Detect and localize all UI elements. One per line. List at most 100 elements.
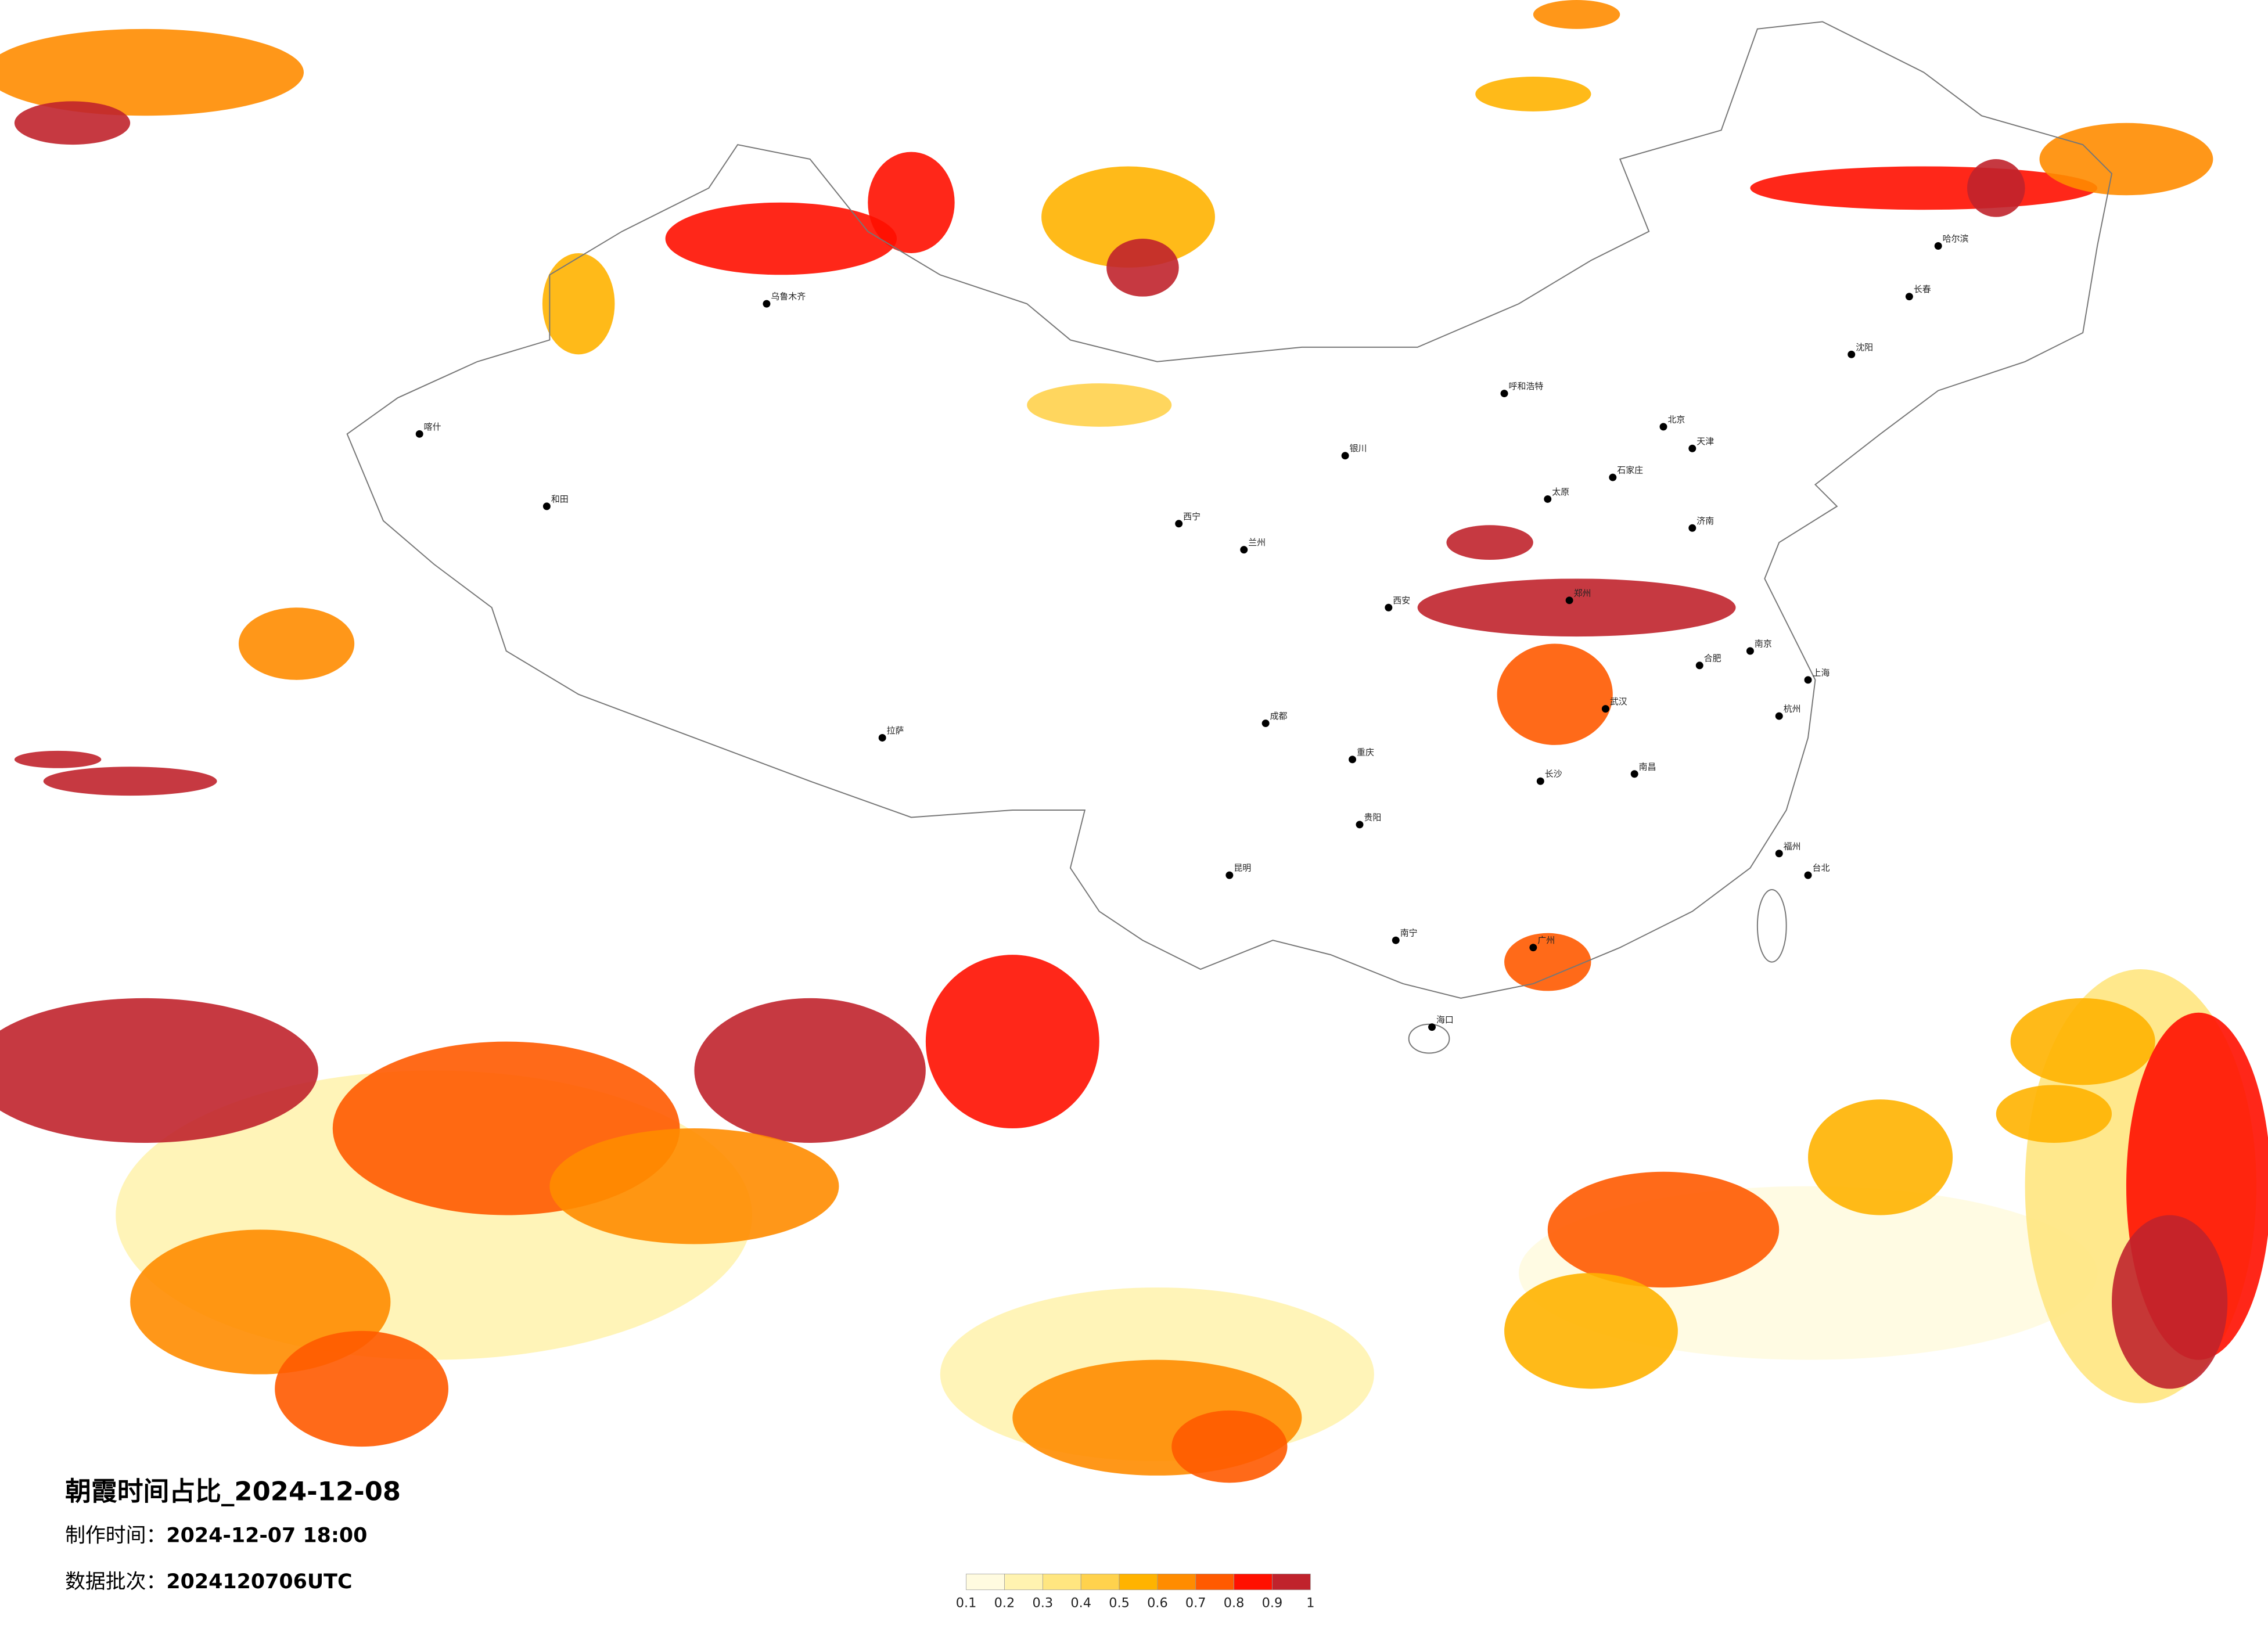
city-dot bbox=[1385, 603, 1393, 611]
colorbar-tick-label: 0.8 bbox=[1224, 1596, 1245, 1611]
city-label: 广州 bbox=[1537, 935, 1555, 945]
heat-patch bbox=[2010, 998, 2155, 1085]
city-label: 天津 bbox=[1696, 436, 1714, 447]
heat-patch bbox=[2112, 1215, 2228, 1389]
colorbar-tick-label: 0.9 bbox=[1262, 1596, 1283, 1611]
city-label: 拉萨 bbox=[887, 725, 904, 736]
city-label: 重庆 bbox=[1357, 747, 1374, 757]
heat-patch bbox=[2039, 123, 2213, 196]
heat-patch bbox=[43, 767, 217, 796]
heat-patch bbox=[1497, 643, 1613, 745]
heat-patch bbox=[1475, 77, 1591, 111]
city-label: 合肥 bbox=[1704, 653, 1721, 663]
heat-patch bbox=[0, 998, 318, 1143]
city-label: 石家庄 bbox=[1617, 465, 1643, 476]
city-dot bbox=[1356, 821, 1364, 829]
city-label: 杭州 bbox=[1784, 704, 1801, 714]
city-label: 沈阳 bbox=[1856, 342, 1873, 352]
heat-patch bbox=[1996, 1085, 2112, 1143]
batch: 数据批次：2024120706UTC bbox=[65, 1570, 352, 1593]
city-dot bbox=[1746, 647, 1754, 655]
city-label: 贵阳 bbox=[1364, 812, 1381, 822]
city-label: 福州 bbox=[1784, 841, 1801, 851]
city-label: 长沙 bbox=[1545, 769, 1562, 779]
city-dot bbox=[1848, 350, 1856, 358]
city-dot bbox=[1392, 936, 1400, 944]
colorbar-tick-label: 0.1 bbox=[956, 1596, 977, 1611]
heat-patch bbox=[694, 998, 926, 1143]
colorbar: 0.1 0.2 0.3 0.4 0.5 0.6 0.7 0.8 0.9 1 bbox=[956, 1573, 1314, 1611]
heat-patch bbox=[1417, 578, 1736, 637]
batch-label: 数据批次： bbox=[65, 1570, 166, 1593]
colorbar-tick-label: 0.3 bbox=[1033, 1596, 1054, 1611]
city-label: 台北 bbox=[1813, 863, 1830, 873]
heat-patch bbox=[1967, 159, 2025, 217]
city-label: 武汉 bbox=[1610, 696, 1627, 707]
city-label: 上海 bbox=[1813, 667, 1830, 678]
city-dot bbox=[1565, 596, 1573, 605]
batch-value: 2024120706UTC bbox=[166, 1570, 352, 1593]
made-time-value: 2024-12-07 18:00 bbox=[166, 1524, 367, 1548]
city-dot bbox=[1225, 871, 1234, 879]
city-dot bbox=[1536, 777, 1544, 785]
heat-patch bbox=[1446, 525, 1533, 560]
heat-patch bbox=[238, 607, 355, 680]
city-label: 长春 bbox=[1914, 284, 1931, 294]
city-dot bbox=[1544, 495, 1552, 503]
colorbar-tick-label: 1 bbox=[1306, 1596, 1314, 1611]
city-label: 乌鲁木齐 bbox=[771, 292, 806, 302]
made-time: 制作时间：2024-12-07 18:00 bbox=[65, 1524, 367, 1548]
city-label: 哈尔滨 bbox=[1943, 233, 1969, 244]
heat-patch bbox=[1533, 0, 1620, 29]
colorbar-tick-label: 0.2 bbox=[994, 1596, 1015, 1611]
colorbar-swatch bbox=[1119, 1573, 1158, 1591]
colorbar-tick-label: 0.5 bbox=[1109, 1596, 1130, 1611]
city-label: 昆明 bbox=[1234, 863, 1251, 873]
city-dot bbox=[1261, 720, 1270, 728]
heat-patch bbox=[665, 202, 897, 275]
heat-patch bbox=[1171, 1410, 1288, 1483]
colorbar-swatch bbox=[1042, 1573, 1081, 1591]
city-dot bbox=[1240, 546, 1248, 554]
city-label: 喀什 bbox=[424, 422, 441, 432]
heat-patch bbox=[14, 750, 102, 768]
country-outline bbox=[346, 21, 2113, 999]
city-dot bbox=[1688, 444, 1696, 452]
city-dot bbox=[1659, 423, 1667, 431]
heat-patch bbox=[1504, 933, 1591, 991]
colorbar-swatch bbox=[1272, 1573, 1311, 1591]
city-dot bbox=[1349, 756, 1357, 764]
map-title: 朝霞时间占比_2024-12-08 bbox=[65, 1476, 401, 1506]
heat-patch bbox=[1106, 239, 1179, 297]
colorbar-tick-label: 0.6 bbox=[1147, 1596, 1168, 1611]
heat-layer bbox=[0, 0, 2268, 1483]
city-label: 济南 bbox=[1696, 516, 1714, 526]
heat-patch bbox=[868, 152, 955, 253]
heat-patch bbox=[1504, 1273, 1678, 1389]
heat-patch bbox=[1041, 166, 1215, 268]
city-label: 兰州 bbox=[1248, 537, 1266, 548]
city-label: 南宁 bbox=[1400, 928, 1418, 938]
city-dot bbox=[1529, 944, 1537, 952]
city-dot bbox=[415, 430, 423, 438]
city-dot bbox=[1601, 705, 1609, 713]
city-label: 海口 bbox=[1436, 1015, 1454, 1025]
city-label: 和田 bbox=[551, 494, 569, 504]
city-label: 太原 bbox=[1552, 487, 1569, 497]
city-label: 南昌 bbox=[1639, 761, 1656, 772]
city-dot bbox=[1905, 293, 1913, 301]
city-label: 西安 bbox=[1393, 595, 1410, 606]
colorbar-swatch bbox=[1234, 1573, 1273, 1591]
city-dot bbox=[1804, 871, 1812, 879]
hainan-outline bbox=[1408, 1023, 1450, 1054]
city-dot bbox=[542, 502, 551, 510]
city-dot bbox=[1609, 473, 1617, 481]
heat-patch bbox=[925, 955, 1099, 1129]
city-dot bbox=[1428, 1023, 1436, 1031]
heat-patch bbox=[1027, 383, 1172, 427]
city-dot bbox=[1775, 712, 1783, 720]
city-dot bbox=[1688, 524, 1696, 532]
colorbar-swatch bbox=[966, 1573, 1005, 1591]
city-label: 呼和浩特 bbox=[1509, 381, 1544, 391]
heat-patch bbox=[275, 1330, 449, 1447]
